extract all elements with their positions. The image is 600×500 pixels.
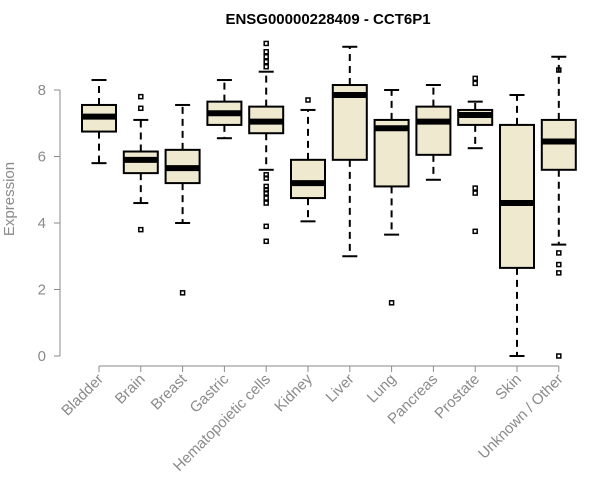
outlier-point bbox=[388, 300, 395, 306]
outlier-point bbox=[263, 223, 269, 230]
x-tick-label: Bladder bbox=[58, 371, 107, 420]
outlier-point bbox=[556, 67, 562, 73]
x-tick-label: Lung bbox=[364, 371, 400, 407]
outlier-point bbox=[138, 105, 144, 112]
outlier-point bbox=[556, 261, 562, 268]
box-iqr bbox=[540, 118, 577, 171]
y-tick-label: 4 bbox=[38, 215, 46, 232]
outlier-point bbox=[263, 49, 269, 55]
outlier-point bbox=[305, 97, 311, 103]
box-liver bbox=[331, 45, 368, 258]
x-tick-label: Brain bbox=[112, 371, 149, 408]
box-gastric bbox=[206, 79, 243, 140]
box-pancreas bbox=[415, 84, 452, 181]
y-tick-label: 6 bbox=[38, 149, 46, 166]
outlier-point bbox=[263, 58, 269, 65]
box-breast bbox=[164, 103, 201, 296]
box-brain bbox=[122, 93, 159, 233]
outlier-point bbox=[263, 40, 269, 47]
outlier-point bbox=[263, 54, 269, 60]
outlier-point bbox=[472, 75, 478, 82]
chart-title: ENSG00000228409 - CCT6P1 bbox=[225, 11, 430, 28]
box-iqr bbox=[499, 123, 535, 269]
box-kidney bbox=[290, 97, 326, 223]
outlier-point bbox=[472, 185, 478, 191]
outlier-point bbox=[472, 80, 478, 87]
outlier-point bbox=[556, 353, 562, 359]
y-tick-label: 8 bbox=[38, 82, 46, 99]
outlier-point bbox=[472, 190, 478, 196]
box-lung bbox=[373, 89, 410, 306]
outlier-point bbox=[263, 238, 269, 245]
y-tick-label: 0 bbox=[38, 348, 46, 365]
outlier-point bbox=[138, 93, 144, 100]
x-tick-label: Breast bbox=[148, 370, 191, 413]
outlier-point bbox=[263, 63, 269, 70]
y-axis: 0 2 4 6 8 bbox=[38, 82, 61, 365]
outlier-point bbox=[556, 250, 562, 256]
y-tick-label: 2 bbox=[38, 282, 46, 299]
y-axis-label: Expression bbox=[1, 162, 18, 236]
outlier-point bbox=[472, 228, 478, 235]
x-tick-label: Liver bbox=[323, 371, 358, 406]
x-tick-label: Prostate bbox=[431, 371, 483, 423]
box-hematopoietic-cells bbox=[248, 40, 285, 245]
box-iqr bbox=[415, 105, 452, 156]
box-unknown-other bbox=[540, 55, 577, 359]
x-tick-label: Skin bbox=[492, 371, 525, 404]
boxes-group bbox=[81, 40, 577, 359]
outlier-point bbox=[263, 200, 269, 206]
outlier-point bbox=[179, 290, 186, 296]
x-tick-label: Kidney bbox=[271, 370, 316, 415]
outlier-point bbox=[263, 172, 269, 178]
box-prostate bbox=[457, 75, 494, 235]
outlier-point bbox=[556, 270, 562, 276]
outlier-point bbox=[263, 183, 269, 190]
box-skin bbox=[499, 93, 535, 357]
outlier-point bbox=[138, 226, 144, 233]
box-iqr bbox=[290, 158, 326, 200]
outlier-point bbox=[263, 195, 269, 201]
box-bladder bbox=[81, 79, 117, 165]
